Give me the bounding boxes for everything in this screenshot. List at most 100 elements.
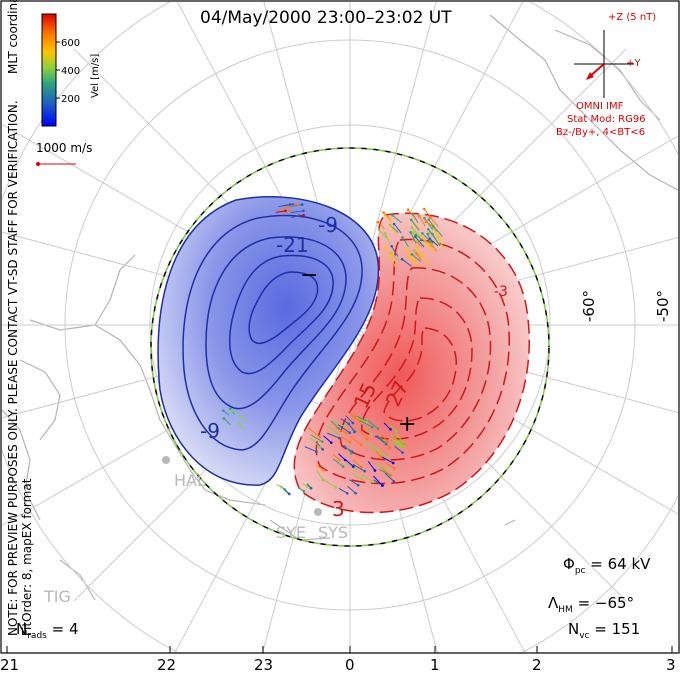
velocity-vector-origin xyxy=(415,245,419,249)
velocity-vector-origin xyxy=(390,244,393,248)
velocity-vector-origin xyxy=(382,211,385,214)
velocity-vector xyxy=(275,210,286,213)
velocity-vector xyxy=(384,473,395,482)
imf-stat-mod: Stat Mod: RG96 xyxy=(567,114,646,125)
velocity-vector-origin xyxy=(427,218,431,222)
station-label: TIG xyxy=(43,587,71,606)
velocity-vector-origin xyxy=(389,474,393,477)
station-sye-marker xyxy=(314,508,322,516)
velocity-vector xyxy=(352,463,365,472)
velocity-vector-origin xyxy=(353,430,356,434)
velocity-vector xyxy=(394,445,403,454)
imf-dial xyxy=(574,30,634,98)
velocity-vector-origin xyxy=(280,486,284,489)
velocity-vector xyxy=(240,416,248,423)
velocity-vector xyxy=(338,487,348,494)
velocity-vector-origin xyxy=(417,214,421,218)
velocity-vector xyxy=(345,462,357,470)
x-tick-label: 0 xyxy=(345,656,355,674)
velocity-vector xyxy=(377,449,388,458)
velocity-vector xyxy=(432,225,443,237)
latitude-labels: -60° -50° xyxy=(580,290,672,322)
velocity-vector xyxy=(383,212,392,220)
x-tick-label: 23 xyxy=(254,656,274,674)
velocity-vector xyxy=(429,238,439,247)
velocity-vector xyxy=(332,453,340,461)
velocity-vector-origin xyxy=(423,216,426,220)
velocity-vector-origin xyxy=(379,455,382,458)
velocity-vector-origin xyxy=(284,209,287,213)
velocity-vector-origin xyxy=(414,235,417,239)
contour-label: -3 xyxy=(494,284,508,300)
velocity-vector-origin xyxy=(336,432,339,435)
velocity-vector-origin xyxy=(283,488,286,491)
velocity-vector xyxy=(383,422,391,430)
velocity-vector xyxy=(223,418,231,426)
velocity-vector xyxy=(330,420,340,429)
velocity-vector-origin xyxy=(384,441,388,445)
velocity-vector xyxy=(283,204,294,207)
velocity-scale-label: 1000 m/s xyxy=(36,141,92,155)
velocity-vector xyxy=(432,228,442,240)
velocity-vector-origin xyxy=(421,231,424,235)
velocity-vector xyxy=(367,419,379,429)
station-label: HAL xyxy=(174,471,206,490)
velocity-vector-origin xyxy=(370,425,374,429)
velocity-vector xyxy=(390,437,402,446)
velocity-vector xyxy=(347,485,356,494)
velocity-vector xyxy=(332,458,344,467)
velocity-vector-origin xyxy=(344,431,348,435)
velocity-vector xyxy=(408,255,415,265)
velocity-vector-origin xyxy=(363,469,367,473)
x-tick-label: 21 xyxy=(0,656,20,674)
velocity-vector xyxy=(385,462,395,469)
velocity-vector-origin xyxy=(388,224,392,228)
velocity-vector xyxy=(345,415,354,424)
velocity-scale: 1000 m/s xyxy=(36,141,92,166)
velocity-vector-origin xyxy=(401,236,404,239)
dawn-cell xyxy=(293,212,531,514)
velocity-vector xyxy=(308,427,321,438)
velocity-vector-origin xyxy=(300,203,304,206)
velocity-vector xyxy=(363,440,376,450)
velocity-vector-origin xyxy=(359,443,363,447)
imf-condition: Bz-/By+, 4<BT<6 xyxy=(556,127,645,138)
velocity-vector-origin xyxy=(359,465,363,469)
velocity-vector xyxy=(389,225,398,235)
velocity-vector-origin xyxy=(348,440,352,444)
velocity-vector-origin xyxy=(391,461,395,465)
dusk-cell xyxy=(157,196,380,486)
velocity-vector-origin xyxy=(385,440,389,443)
velocity-vector-origin xyxy=(383,232,387,235)
velocity-vector xyxy=(410,219,420,231)
velocity-vector xyxy=(378,229,387,239)
velocity-vector-origin xyxy=(329,441,333,444)
velocity-vector xyxy=(427,228,437,240)
velocity-vector xyxy=(316,465,325,471)
velocity-vector-origin xyxy=(351,421,355,425)
velocity-vector-origin xyxy=(354,491,357,495)
station-label: SYS xyxy=(318,523,348,542)
velocity-vector-origin xyxy=(373,469,377,472)
velocity-vector xyxy=(323,435,332,444)
n-vc-value: 151 xyxy=(611,620,641,638)
velocity-vector-origin xyxy=(410,226,414,229)
velocity-vector xyxy=(340,436,351,443)
contour-label: 3 xyxy=(332,497,345,521)
velocity-vector-origin xyxy=(428,215,432,219)
velocity-vector xyxy=(360,420,373,428)
velocity-vector xyxy=(422,255,430,267)
velocity-vector-origin xyxy=(348,431,351,434)
velocity-vector-origin xyxy=(347,422,351,426)
velocity-vector-origin xyxy=(338,458,341,462)
velocity-vector xyxy=(384,246,395,257)
velocity-vector xyxy=(324,479,337,488)
velocity-vector-origin xyxy=(302,213,305,217)
velocity-vector-origin xyxy=(343,458,347,462)
velocity-vector xyxy=(389,224,399,233)
velocity-vector-origin xyxy=(426,232,430,236)
imf-labels: +Z (5 nT) +Y OMNI IMF Stat Mod: RG96 Bz-… xyxy=(556,12,656,138)
velocity-vector xyxy=(316,470,324,481)
max-potential-marker: + xyxy=(398,412,416,437)
velocity-vector-origin xyxy=(392,222,396,226)
